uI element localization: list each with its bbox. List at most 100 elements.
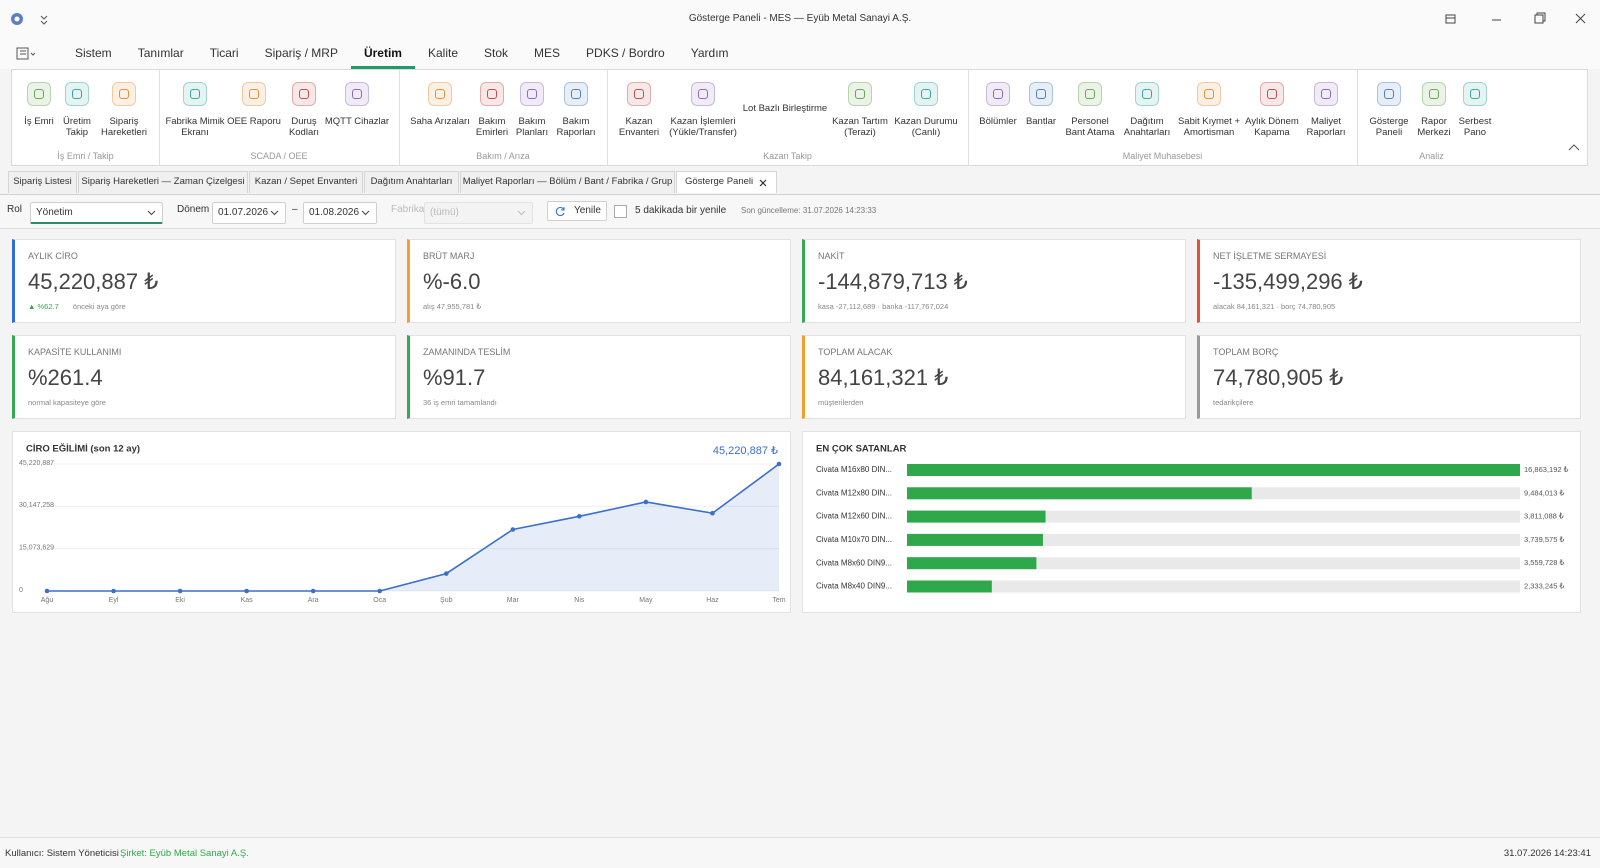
ribbon-button[interactable]: Bakım Raporları — [554, 80, 599, 148]
tab-label: Gösterge Paneli — [685, 176, 754, 187]
ribbon-button[interactable]: OEE Raporu — [219, 80, 289, 148]
value-label: 3,811,088 ₺ — [1524, 512, 1564, 521]
kpi-sub: ▲ %62.7 önceki aya göre — [28, 302, 126, 311]
bar — [907, 580, 992, 593]
ribbon-icon — [428, 82, 452, 106]
bar-label: Civata M10x70 DIN... — [816, 535, 892, 544]
tab-label: Kazan / Sepet Envanteri — [254, 176, 358, 187]
ribbon-button[interactable]: Duruş Kodları — [284, 80, 324, 148]
ribbon-label: Kazan İşlemleri (Yükle/Transfer) — [669, 116, 737, 138]
area — [47, 464, 779, 591]
ribbon-label: Gösterge Paneli — [1369, 116, 1409, 138]
ribbon-icon — [183, 82, 207, 106]
ribbon-label: Serbest Pano — [1458, 116, 1492, 138]
tab[interactable]: Sipariş Hareketleri — Zaman Çizelgesi — [78, 171, 248, 193]
tab[interactable]: Gösterge Paneli — [676, 171, 777, 193]
tab[interactable]: Dağıtım Anahtarları — [364, 171, 459, 193]
ribbon-icon — [1422, 82, 1446, 106]
role-select[interactable]: Yönetim — [30, 202, 163, 224]
ribbon-button[interactable]: Saha Arızaları — [400, 80, 480, 148]
ribbon-collapse[interactable] — [1567, 143, 1581, 153]
ribbon-button[interactable]: Gösterge Paneli — [1367, 80, 1412, 148]
tab-close[interactable] — [758, 178, 768, 188]
ribbon-button[interactable]: Dağıtım Anahtarları — [1120, 80, 1175, 148]
ribbon-button[interactable]: Kazan Tartım (Terazi) — [825, 80, 895, 148]
ribbon-button[interactable]: Kazan Durumu (Canlı) — [891, 80, 961, 148]
role-label: Rol — [7, 204, 23, 215]
menu-item[interactable]: Stok — [484, 46, 509, 60]
menu-item[interactable]: Üretim — [350, 38, 415, 69]
ribbon-button[interactable]: Kazan Envanteri — [617, 80, 662, 148]
ribbon-separator — [1357, 70, 1358, 165]
ribbon-icon — [1078, 82, 1102, 106]
ribbon-label: Personel Bant Atama — [1065, 116, 1115, 138]
ribbon-button[interactable]: Bölümler — [973, 80, 1023, 148]
menu-toggle[interactable] — [16, 47, 38, 61]
ribbon-icon — [914, 82, 938, 106]
period-start-value: 01.07.2026 — [218, 207, 269, 218]
ribbon-button[interactable]: MQTT Cihazlar — [317, 80, 397, 148]
ribbon-button[interactable]: İş Emri — [19, 80, 59, 148]
refresh-button[interactable]: Yenile — [547, 201, 607, 221]
kpi-card: TOPLAM BORÇ 74,780,905 ₺ tedarikçilere — [1197, 335, 1581, 419]
ribbon-button[interactable]: Bakım Emirleri — [472, 80, 512, 148]
ribbon-label: Üretim Takip — [63, 116, 91, 138]
ribbon-icon-glyph — [190, 89, 200, 99]
kpi-sub-text: alış 47,955,781 ₺ — [423, 302, 482, 311]
menu-item[interactable]: Kalite — [427, 46, 458, 60]
ribbon-button[interactable]: Bakım Planları — [512, 80, 552, 148]
menu-item[interactable]: Sipariş / MRP — [264, 46, 338, 60]
tab[interactable]: Maliyet Raporları — Bölüm / Bant / Fabri… — [460, 171, 675, 193]
ribbon-icon — [292, 82, 316, 106]
menu-item[interactable]: Yardım — [690, 46, 729, 60]
kpi-card: NET İŞLETME SERMAYESİ -135,499,296 ₺ alaca… — [1197, 239, 1581, 323]
ribbon-label: İş Emri — [24, 116, 54, 127]
ribbon-icon-glyph — [634, 89, 644, 99]
ribbon-label: Kazan Durumu (Canlı) — [894, 116, 958, 138]
status-company: Şirket: Eyüb Metal Sanayi A.Ş. — [120, 848, 249, 859]
status-bar: Kullanıcı: Sistem Yöneticisi Şirket: Eyü… — [0, 837, 1600, 868]
value-label: 16,863,192 ₺ — [1524, 465, 1569, 474]
ribbon-button[interactable]: Maliyet Raporları — [1304, 80, 1349, 148]
kpi-value: 45,220,887 ₺ — [28, 269, 159, 294]
value-label: 3,739,575 ₺ — [1524, 535, 1564, 544]
ribbon-button[interactable]: Kazan İşlemleri (Yükle/Transfer) — [661, 80, 746, 148]
ribbon-button[interactable]: Fabrika Mimik Ekranı — [165, 80, 225, 148]
tab[interactable]: Kazan / Sepet Envanteri — [249, 171, 363, 193]
value-label: 9,484,013 ₺ — [1524, 488, 1564, 497]
ribbon-label: Bölümler — [979, 116, 1017, 127]
ribbon-group-label: Analiz — [1419, 151, 1444, 161]
menu-item[interactable]: Sistem — [75, 46, 112, 60]
ribbon-button[interactable]: Serbest Pano — [1455, 80, 1495, 148]
x-tick-label: Nis — [574, 597, 585, 604]
ribbon-button[interactable]: Üretim Takip — [57, 80, 97, 148]
ribbon-button[interactable]: Bantlar — [1019, 80, 1064, 148]
ribbon-button[interactable]: Personel Bant Atama — [1063, 80, 1118, 148]
menu-item[interactable]: Ticari — [209, 46, 239, 60]
menu-item[interactable]: PDKS / Bordro — [586, 46, 665, 60]
ribbon-button[interactable]: Rapor Merkezi — [1414, 80, 1454, 148]
ribbon-button[interactable]: Sabit Kıymet + Amortisman — [1172, 80, 1247, 148]
x-tick-label: Ara — [308, 597, 319, 604]
ribbon-label: Sabit Kıymet + Amortisman — [1177, 116, 1241, 138]
kpi-card: AYLIK CİRO 45,220,887 ₺ ▲ %62.7 önceki aya … — [12, 239, 396, 323]
x-tick-label: Şub — [440, 597, 453, 604]
tab[interactable]: Sipariş Listesi — [8, 171, 77, 193]
ribbon-icon-glyph — [487, 89, 497, 99]
ribbon-button[interactable]: Aylık Dönem Kapama — [1242, 80, 1302, 148]
ribbon-icon-glyph — [352, 89, 362, 99]
kpi-delta: ▲ %62.7 — [28, 302, 59, 311]
kpi-sub-text: alacak 84,161,321 · borç 74,780,905 — [1213, 302, 1336, 311]
period-start[interactable]: 01.07.2026 — [212, 202, 286, 224]
ribbon-label: Duruş Kodları — [288, 116, 320, 138]
menu-item[interactable]: MES — [534, 46, 561, 60]
period-end[interactable]: 01.08.2026 — [303, 202, 377, 224]
x-tick-label: May — [639, 597, 653, 604]
menu-item[interactable]: Tanımlar — [137, 46, 184, 60]
ribbon-button[interactable]: Sipariş Hareketleri — [94, 80, 154, 148]
auto-refresh-checkbox[interactable] — [614, 205, 627, 218]
ribbon-button[interactable]: Lot Bazlı Birleştirme — [735, 80, 835, 148]
ribbon-icon-glyph — [855, 89, 865, 99]
window-controls[interactable] — [1440, 10, 1590, 28]
